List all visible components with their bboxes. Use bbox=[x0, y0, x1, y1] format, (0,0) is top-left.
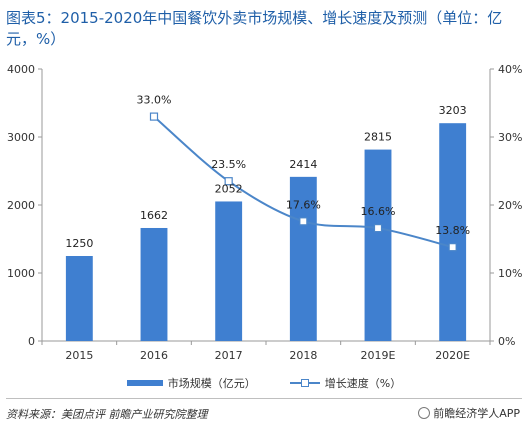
bar bbox=[140, 227, 168, 341]
bar bbox=[439, 123, 467, 341]
bar-value-label: 2414 bbox=[289, 158, 317, 171]
x-tick-label: 2020E bbox=[435, 349, 470, 362]
growth-value-label: 16.6% bbox=[361, 205, 396, 218]
y-tick-label-right: 40% bbox=[498, 63, 522, 76]
bar bbox=[215, 201, 243, 341]
y-tick-label-left: 2000 bbox=[7, 199, 35, 212]
source-note: 资料来源：美团点评 前瞻产业研究院整理 bbox=[6, 408, 208, 421]
x-tick-label: 2018 bbox=[289, 349, 317, 362]
bar-value-label: 1662 bbox=[140, 209, 168, 222]
y-tick-label-left: 0 bbox=[28, 335, 35, 348]
y-tick-label-right: 10% bbox=[498, 267, 522, 280]
brand-name: 前瞻经济学人APP bbox=[433, 407, 520, 420]
growth-marker bbox=[149, 112, 159, 121]
bar-value-label: 1250 bbox=[65, 237, 93, 250]
bar-value-label: 3203 bbox=[439, 104, 467, 117]
brand-logo-icon bbox=[418, 407, 431, 419]
x-tick-label: 2019E bbox=[361, 349, 396, 362]
x-tick-label: 2017 bbox=[215, 349, 243, 362]
y-tick-label-left: 1000 bbox=[7, 267, 35, 280]
bar bbox=[65, 256, 93, 341]
footer-divider bbox=[6, 398, 522, 399]
bar bbox=[289, 176, 317, 341]
y-tick-label-right: 20% bbox=[498, 199, 522, 212]
y-tick-label-right: 0% bbox=[498, 335, 515, 348]
bar-value-label: 2052 bbox=[215, 182, 243, 195]
y-tick-label-left: 3000 bbox=[7, 131, 35, 144]
legend-label-line: 增长速度（%） bbox=[324, 377, 402, 390]
y-tick-label-left: 4000 bbox=[7, 63, 35, 76]
legend-swatch-bar bbox=[126, 380, 163, 386]
legend-label-bar: 市场规模（亿元） bbox=[167, 377, 256, 390]
growth-value-label: 33.0% bbox=[137, 94, 172, 107]
growth-value-label: 13.8% bbox=[435, 224, 470, 237]
legend-item-bar: 市场规模（亿元） bbox=[126, 375, 256, 391]
growth-marker bbox=[224, 177, 233, 186]
growth-marker bbox=[373, 224, 383, 233]
legend: 市场规模（亿元） 增长速度（%） bbox=[0, 374, 528, 392]
x-tick-label: 2016 bbox=[140, 349, 168, 362]
legend-item-line: 增长速度（%） bbox=[289, 375, 402, 391]
bar bbox=[364, 149, 392, 341]
growth-marker bbox=[299, 217, 308, 226]
growth-value-label: 17.6% bbox=[286, 198, 321, 211]
legend-swatch-line bbox=[289, 378, 320, 388]
growth-marker bbox=[448, 243, 457, 252]
y-tick-label-right: 30% bbox=[498, 131, 522, 144]
chart-title: 图表5：2015-2020年中国餐饮外卖市场规模、增长速度及预测（单位：亿元，%… bbox=[6, 9, 503, 48]
chart-area: 0 1000 2000 3000 4000 0% 10% 20% 30% 40% 2015 2016 2… bbox=[7, 63, 522, 362]
x-tick-label: 2015 bbox=[65, 349, 93, 362]
growth-value-label: 23.5% bbox=[211, 158, 246, 171]
brand: 前瞻经济学人APP bbox=[418, 405, 520, 421]
bar-value-label: 2815 bbox=[364, 131, 392, 144]
